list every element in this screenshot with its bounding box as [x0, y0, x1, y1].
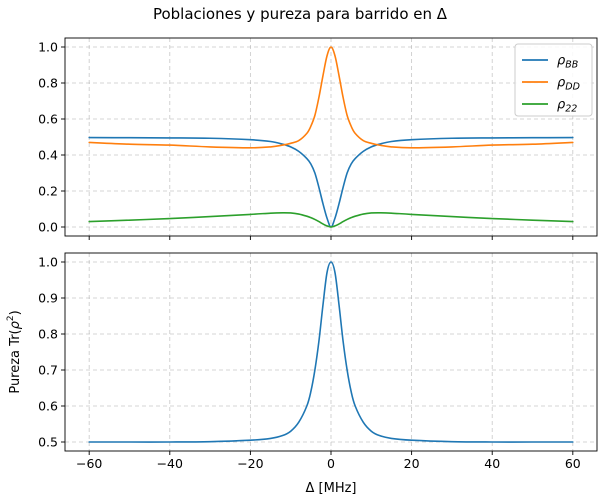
x-tick-label: 0 — [327, 456, 335, 471]
top-series-lines — [88, 46, 574, 228]
series-line-rho-dd — [88, 46, 574, 149]
x-tick-label: −20 — [237, 456, 263, 471]
top-axis-ticks: 0.0 0.2 0.4 0.6 0.8 1.0 — [38, 40, 574, 240]
y-axis-label-sup: 2 — [6, 315, 16, 321]
top-y-tick-label: 0.6 — [38, 112, 58, 127]
top-y-tick-label: 0.0 — [38, 220, 58, 235]
x-tick-label: 40 — [484, 456, 500, 471]
bottom-panel: −60 −40 −20 0 20 40 60 0.5 0.6 0.7 0.8 0.9 1.0 — [38, 252, 598, 472]
bottom-y-tick-label: 1.0 — [38, 255, 58, 270]
top-y-tick-label: 0.8 — [38, 76, 58, 91]
x-axis-label: Δ [MHz] — [306, 481, 357, 496]
top-panel: 0.0 0.2 0.4 0.6 0.8 1.0 ρBB ρDD ρ22 — [38, 37, 598, 240]
legend-label-22: ρ22 — [557, 98, 577, 115]
x-tick-label: 20 — [404, 456, 420, 471]
x-tick-label: 60 — [565, 456, 581, 471]
legend-label-dd: ρDD — [557, 76, 580, 93]
series-line-purity — [88, 261, 574, 443]
legend-box — [514, 43, 593, 117]
figure-title: Poblaciones y pureza para barrido en Δ — [153, 5, 448, 23]
bottom-y-tick-label: 0.8 — [38, 327, 58, 342]
series-line-rho-22 — [88, 211, 574, 228]
y-axis-label-text: Pureza Tr( — [8, 329, 23, 393]
x-tick-label: −40 — [157, 456, 183, 471]
bottom-y-tick-label: 0.5 — [38, 435, 58, 450]
bottom-y-tick-label: 0.7 — [38, 363, 58, 378]
top-y-tick-label: 1.0 — [38, 40, 58, 55]
x-tick-label: −60 — [76, 456, 102, 471]
y-axis-label-close: ) — [8, 310, 23, 315]
y-axis-label-rho: ρ — [8, 320, 23, 329]
bottom-series-lines — [88, 261, 574, 443]
legend-label-bb: ρBB — [557, 54, 578, 71]
top-y-tick-label: 0.4 — [38, 148, 58, 163]
legend: ρBB ρDD ρ22 — [514, 43, 593, 117]
y-axis-label-bottom: Pureza Tr(ρ2) — [6, 310, 23, 393]
bottom-axis-ticks: −60 −40 −20 0 20 40 60 0.5 0.6 0.7 0.8 0.9 1.0 — [38, 255, 581, 472]
top-grid — [65, 38, 597, 236]
top-y-tick-label: 0.2 — [38, 184, 58, 199]
bottom-y-tick-label: 0.9 — [38, 291, 58, 306]
bottom-plot-frame — [64, 252, 598, 452]
top-plot-frame — [64, 37, 598, 237]
bottom-y-tick-label: 0.6 — [38, 399, 58, 414]
